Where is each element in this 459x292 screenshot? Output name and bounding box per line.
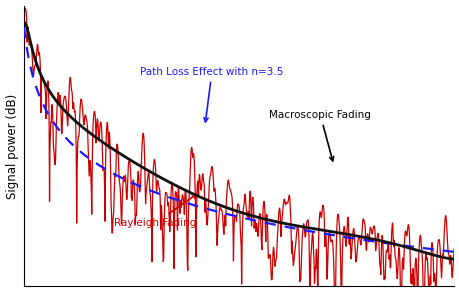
Text: Rayleigh Fading: Rayleigh Fading bbox=[114, 194, 196, 228]
Text: Path Loss Effect with n=3.5: Path Loss Effect with n=3.5 bbox=[140, 67, 283, 122]
Y-axis label: Signal power (dB): Signal power (dB) bbox=[6, 93, 18, 199]
Text: Macroscopic Fading: Macroscopic Fading bbox=[269, 110, 370, 161]
